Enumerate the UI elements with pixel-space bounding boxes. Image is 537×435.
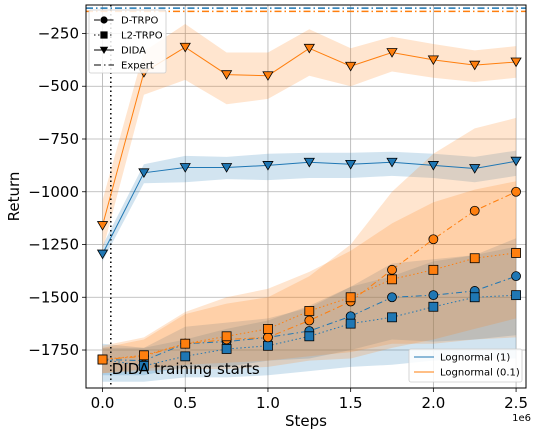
y-axis-label: Return bbox=[5, 172, 23, 222]
y-tick-label: −750 bbox=[38, 130, 79, 148]
y-ticks: −1750 −1500 −1250 −1000 −750 −500 −250 bbox=[28, 24, 86, 359]
x-axis-label: Steps bbox=[285, 412, 327, 430]
point-circle bbox=[428, 234, 439, 245]
point-circle bbox=[263, 332, 273, 343]
legend-groups: Lognormal (1) Lognormal (0.1) bbox=[408, 348, 523, 383]
point-triangle bbox=[179, 163, 191, 173]
y-tick-label: −1500 bbox=[28, 288, 79, 306]
point-triangle bbox=[96, 249, 109, 260]
point-square bbox=[138, 360, 149, 371]
legend-group-label: Lognormal (1) bbox=[440, 353, 510, 364]
point-square bbox=[511, 290, 521, 301]
band-d-trpo bbox=[102, 117, 517, 374]
point-triangle bbox=[469, 60, 481, 71]
x-ticks: 0.0 0.5 1.0 1.5 2.0 2.5 bbox=[91, 388, 528, 412]
x-tick-label: 2.0 bbox=[421, 394, 445, 412]
point-triangle bbox=[469, 164, 481, 174]
point-circle bbox=[387, 264, 397, 275]
point-square bbox=[345, 292, 356, 303]
y-tick-label: −1000 bbox=[28, 183, 79, 201]
point-triangle bbox=[303, 157, 315, 168]
point-square bbox=[428, 264, 439, 275]
point-square bbox=[345, 318, 356, 329]
point-square bbox=[304, 331, 315, 342]
point-square bbox=[221, 331, 232, 342]
legend-marker-square bbox=[100, 31, 108, 39]
point-triangle bbox=[345, 159, 357, 170]
point-circle bbox=[469, 205, 480, 216]
point-square bbox=[387, 274, 397, 285]
point-triangle bbox=[427, 161, 440, 171]
point-circle bbox=[511, 271, 521, 282]
x-offset-label: 1e6 bbox=[512, 413, 531, 424]
point-triangle bbox=[220, 163, 233, 173]
point-triangle bbox=[510, 156, 522, 167]
point-square bbox=[138, 350, 149, 361]
point-circle bbox=[428, 290, 439, 301]
point-triangle bbox=[427, 55, 440, 66]
x-tick-label: 1.0 bbox=[256, 394, 280, 412]
point-triangle bbox=[303, 43, 315, 54]
point-triangle bbox=[220, 70, 233, 80]
legend-methods-label: D-TRPO bbox=[121, 16, 158, 27]
y-tick-label: −1750 bbox=[28, 341, 79, 359]
point-square bbox=[263, 324, 273, 334]
x-tick-label: 1.5 bbox=[339, 394, 363, 412]
point-square bbox=[469, 292, 480, 303]
legend-methods-label: Expert bbox=[121, 61, 154, 72]
y-tick-label: −250 bbox=[38, 24, 79, 42]
point-triangle bbox=[345, 61, 357, 72]
series-line-d-trpo bbox=[102, 275, 517, 362]
legend-marker-triangle bbox=[99, 46, 109, 54]
plot-frame bbox=[85, 4, 527, 389]
legend-methods-label: L2-TRPO bbox=[121, 31, 163, 42]
point-triangle bbox=[386, 157, 398, 168]
point-triangle bbox=[262, 71, 274, 81]
legend-group-label: Lognormal (0.1) bbox=[440, 368, 520, 379]
point-triangle bbox=[138, 168, 150, 179]
legend-methods-label: DIDA bbox=[121, 46, 146, 57]
point-square bbox=[304, 306, 315, 316]
point-circle bbox=[387, 292, 397, 303]
point-square bbox=[180, 338, 191, 349]
point-square bbox=[511, 248, 521, 258]
point-circle bbox=[511, 186, 521, 197]
point-square bbox=[180, 351, 191, 362]
point-triangle bbox=[262, 161, 274, 171]
band-d-trpo bbox=[102, 238, 517, 376]
point-square bbox=[469, 253, 480, 264]
point-triangle bbox=[386, 48, 398, 58]
point-square bbox=[221, 344, 232, 354]
point-square bbox=[263, 340, 273, 351]
annotation-text: DIDA training starts bbox=[112, 360, 260, 378]
y-tick-label: −500 bbox=[38, 77, 79, 95]
point-circle bbox=[304, 315, 315, 326]
y-tick-label: −1250 bbox=[28, 236, 79, 254]
legend-groups-box bbox=[408, 348, 523, 383]
x-tick-label: 0.5 bbox=[173, 394, 197, 412]
point-square bbox=[97, 354, 108, 365]
point-triangle bbox=[96, 221, 109, 231]
point-square bbox=[387, 312, 397, 323]
point-square bbox=[428, 301, 439, 312]
x-tick-label: 0.0 bbox=[91, 394, 115, 412]
point-triangle bbox=[510, 57, 522, 68]
point-triangle bbox=[179, 42, 191, 53]
band-dida bbox=[102, 24, 517, 251]
legend-methods-box bbox=[88, 9, 167, 74]
legend-marker-circle bbox=[100, 16, 108, 24]
series-markers bbox=[96, 42, 522, 371]
x-tick-label: 2.5 bbox=[504, 394, 528, 412]
band-l2-trpo bbox=[102, 181, 517, 374]
legend-methods: D-TRPO L2-TRPO DIDA Expert bbox=[88, 9, 167, 74]
series-line-l2-trpo bbox=[102, 294, 517, 367]
band-dida bbox=[102, 150, 517, 262]
